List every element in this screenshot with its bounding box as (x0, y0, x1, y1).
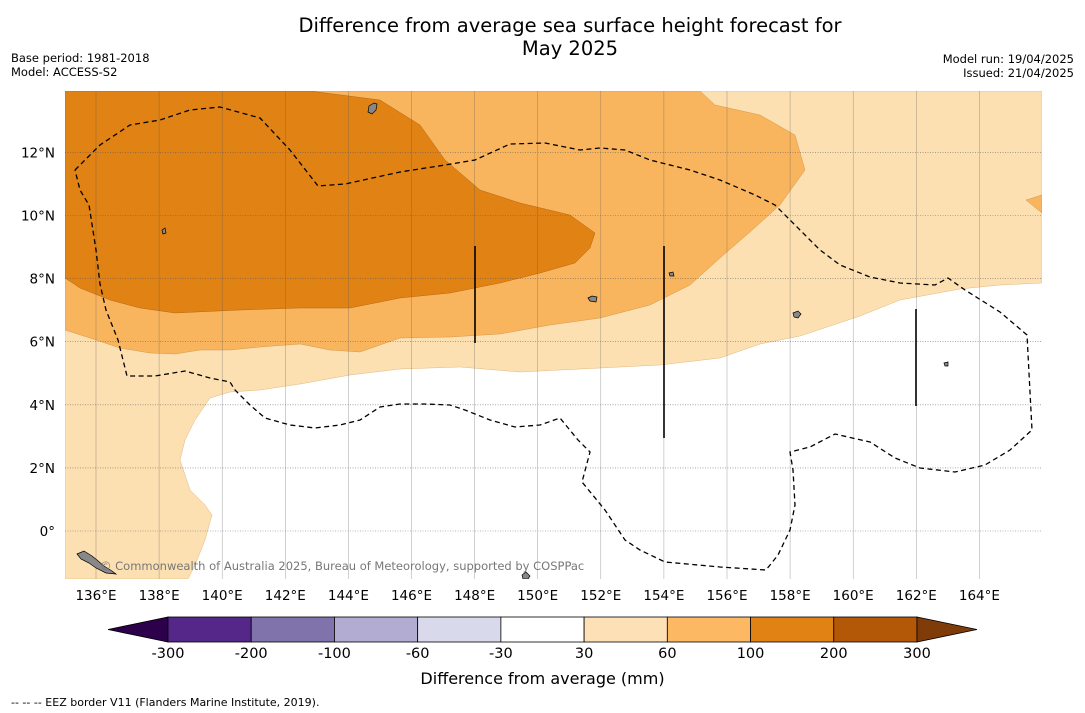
island-kosrae (668, 271, 675, 277)
lon-tick-label: 138°E (139, 588, 180, 604)
island-northwest (367, 102, 378, 115)
map-area: © Commonwealth of Australia 2025, Bureau… (65, 91, 1042, 579)
colorbar-over-extension (916, 616, 978, 643)
latitude-labels: 12°N 10°N 8°N 6°N 4°N 2°N 0° (21, 145, 55, 540)
lon-tick-label: 154°E (643, 588, 684, 604)
colorbar-tick-label: -300 (152, 646, 185, 662)
lon-tick-label: 148°E (454, 588, 495, 604)
colorbar-bin (334, 616, 419, 643)
lon-tick-label: 152°E (580, 588, 621, 604)
colorbar-tick-label: -30 (489, 646, 513, 662)
island-west-1 (161, 227, 167, 235)
lon-tick-label: 144°E (328, 588, 369, 604)
lon-tick-label: 142°E (265, 588, 306, 604)
eez-borders (74, 106, 1033, 571)
colorbar-bin (167, 616, 252, 643)
colorbar-bin (750, 616, 835, 643)
lon-tick-label: 146°E (391, 588, 432, 604)
colorbar-label: Difference from average (mm) (420, 669, 665, 688)
maritime-boundaries (474, 246, 917, 438)
colorbar-tick-label: 60 (658, 646, 676, 662)
colorbar-bin (583, 616, 668, 643)
lon-tick-label: 150°E (517, 588, 558, 604)
anomaly-100-200-region (65, 91, 596, 314)
colorbar-under-extension (107, 616, 169, 643)
issued-date: Issued: 21/04/2025 (963, 66, 1074, 80)
eez-border-north (74, 106, 1033, 571)
colorbar-tick-label: -60 (406, 646, 430, 662)
lon-tick-label: 164°E (959, 588, 1000, 604)
model-run: Model run: 19/04/2025 (942, 52, 1074, 66)
island-chuuk (587, 295, 598, 303)
lon-tick-label: 158°E (770, 588, 811, 604)
colorbar-bin (666, 616, 751, 643)
lon-tick-label: 140°E (202, 588, 243, 604)
colorbar-bin (417, 616, 502, 643)
colorbar-tick-label: -200 (235, 646, 268, 662)
lon-tick-label: 160°E (833, 588, 874, 604)
island-pohnpei (792, 310, 802, 319)
copyright-watermark: © Commonwealth of Australia 2025, Bureau… (100, 559, 584, 573)
island-png-northwest (76, 550, 118, 575)
eez-footnote: -- -- -- EEZ border V11 (Flanders Marine… (11, 696, 320, 709)
lon-tick-label: 162°E (896, 588, 937, 604)
gridlines (65, 91, 1042, 579)
colorbar-tick-label: 200 (820, 646, 848, 662)
colorbar-bin (500, 616, 585, 643)
colorbar-tick-label: -100 (318, 646, 351, 662)
chart-title: Difference from average sea surface heig… (0, 14, 1085, 60)
land-islands (76, 102, 949, 579)
model-info: Base period: 1981-2018 Model: ACCESS-S2 (11, 51, 150, 79)
run-info: Model run: 19/04/2025 Issued: 21/04/2025 (943, 52, 1074, 80)
colorbar-bin (833, 616, 918, 643)
lat-tick-label: 8°N (30, 272, 55, 288)
lat-tick-label: 4°N (30, 398, 55, 414)
base-period: Base period: 1981-2018 (11, 51, 150, 65)
lat-tick-label: 12°N (21, 145, 55, 161)
island-png-south (521, 571, 531, 579)
colorbar-tick-label: 100 (737, 646, 765, 662)
lat-tick-label: 2°N (30, 461, 55, 477)
lat-tick-label: 10°N (21, 209, 55, 225)
model-name: Model: ACCESS-S2 (11, 65, 118, 79)
colorbar-bin (250, 616, 335, 643)
colorbar-tick-label: 300 (903, 646, 931, 662)
colorbar: -300 -200 -100 -60 -30 30 60 100 200 300 (107, 616, 978, 662)
lat-tick-label: 0° (40, 524, 55, 540)
lat-tick-label: 6°N (30, 335, 55, 351)
title-line-1: Difference from average sea surface heig… (298, 14, 842, 37)
lon-tick-label: 136°E (75, 588, 116, 604)
anomaly-60-100-east-patch (1025, 194, 1042, 214)
title-line-2: May 2025 (521, 37, 619, 60)
colorbar-tick-label: 30 (575, 646, 593, 662)
longitude-labels: 136°E 138°E 140°E 142°E 144°E 146°E 148°E 150°E… (75, 588, 999, 604)
lon-tick-label: 156°E (706, 588, 747, 604)
island-east-1 (943, 361, 949, 367)
